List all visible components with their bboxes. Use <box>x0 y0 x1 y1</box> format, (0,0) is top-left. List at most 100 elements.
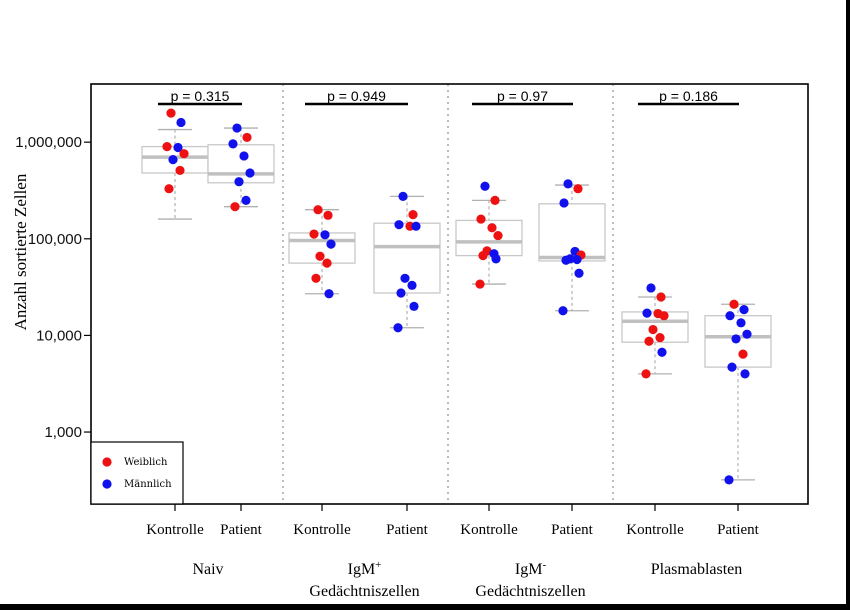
group-label: Plasmablasten <box>651 561 743 578</box>
data-point <box>740 369 750 379</box>
data-point <box>173 142 183 153</box>
data-point <box>175 165 185 176</box>
data-point <box>408 209 418 220</box>
data-point <box>724 475 734 485</box>
data-point <box>323 210 333 220</box>
data-point <box>558 306 568 316</box>
plot-frame <box>90 83 809 505</box>
data-point <box>739 305 749 315</box>
data-point <box>230 202 240 212</box>
y-tick-label: 1,000,000 <box>15 134 82 151</box>
y-axis-label: Anzahl sortierte Zellen <box>11 173 30 330</box>
y-tick-label: 100,000 <box>28 231 82 248</box>
data-point <box>641 369 651 379</box>
y-tick-label: 1,000 <box>44 424 82 441</box>
box <box>207 144 275 184</box>
group-label-superscript: - <box>542 559 546 571</box>
data-point <box>659 311 669 321</box>
data-point <box>736 318 746 328</box>
group-label-line2: Gedächtniszellen <box>475 583 585 600</box>
group-label: Naiv <box>192 561 223 578</box>
x-tick-label: Patient <box>551 522 593 538</box>
data-point <box>239 151 249 161</box>
y-tick-label: 10,000 <box>36 327 82 344</box>
x-tick-label: Patient <box>220 522 262 538</box>
y-axis: 1,000 10,000 100,000 1,000,000 <box>15 134 91 441</box>
data-point <box>478 251 488 261</box>
data-point <box>573 184 583 194</box>
data-point <box>644 336 654 346</box>
x-tick-label: Kontrolle <box>460 522 518 538</box>
data-point <box>561 255 571 265</box>
points-layer <box>162 108 752 485</box>
data-point <box>411 221 421 231</box>
data-point <box>493 230 503 241</box>
data-point <box>729 299 739 309</box>
p-value-label: p = 0.949 <box>327 88 386 104</box>
data-point <box>409 301 419 311</box>
data-point <box>166 108 176 118</box>
data-point <box>655 332 665 343</box>
x-tick-label: Patient <box>386 522 428 538</box>
data-point <box>309 229 319 239</box>
group-label-main: Plasmablasten <box>651 561 743 578</box>
data-point <box>480 181 490 191</box>
data-point <box>559 198 569 208</box>
data-point <box>245 168 255 178</box>
data-point <box>646 283 656 293</box>
group-label-line2: Gedächtniszellen <box>309 583 419 600</box>
data-point <box>228 139 238 149</box>
data-point <box>727 362 737 372</box>
p-value-label: p = 0.315 <box>171 88 230 104</box>
p-value-layer: p = 0.315 p = 0.949 p = 0.97 p = 0.186 <box>158 88 739 106</box>
data-point <box>657 347 667 357</box>
legend-label: Männlich <box>124 479 172 490</box>
data-point <box>393 323 403 333</box>
group-separators <box>282 84 614 504</box>
data-point <box>487 223 497 233</box>
data-point <box>232 123 242 133</box>
data-point <box>242 132 252 143</box>
data-point <box>168 155 178 165</box>
legend-box <box>90 441 184 505</box>
x-tick-label: Kontrolle <box>146 522 204 538</box>
data-point <box>742 329 752 339</box>
data-point <box>234 177 244 187</box>
data-point <box>476 214 486 224</box>
data-point <box>162 141 172 152</box>
data-point <box>179 149 189 159</box>
data-point <box>394 220 404 230</box>
data-point <box>642 308 652 318</box>
group-label: IgM+ <box>348 559 382 578</box>
data-point <box>315 251 325 261</box>
p-value-label: p = 0.186 <box>659 88 718 104</box>
x-tick-label: Patient <box>717 522 759 538</box>
box <box>373 222 441 294</box>
data-point <box>656 292 666 302</box>
data-point <box>648 324 658 335</box>
x-tick-label: Kontrolle <box>626 522 684 538</box>
group-label-main: Naiv <box>192 561 223 578</box>
data-point <box>572 254 582 265</box>
data-point <box>176 117 186 128</box>
x-tick-label: Kontrolle <box>293 522 351 538</box>
data-point <box>398 191 408 201</box>
legend: Weiblich Männlich <box>90 441 184 505</box>
legend-marker <box>102 457 112 467</box>
data-point <box>563 179 573 189</box>
legend-label: Weiblich <box>124 457 168 468</box>
data-point <box>324 289 334 299</box>
data-point <box>738 349 748 359</box>
data-point <box>731 334 741 344</box>
group-label-main: IgM <box>515 561 543 578</box>
data-point <box>241 195 251 205</box>
legend-marker <box>102 479 112 489</box>
group-label-superscript: + <box>375 559 381 571</box>
data-point <box>400 273 410 283</box>
data-point <box>320 230 330 240</box>
data-point <box>396 288 406 298</box>
data-point <box>322 258 332 268</box>
